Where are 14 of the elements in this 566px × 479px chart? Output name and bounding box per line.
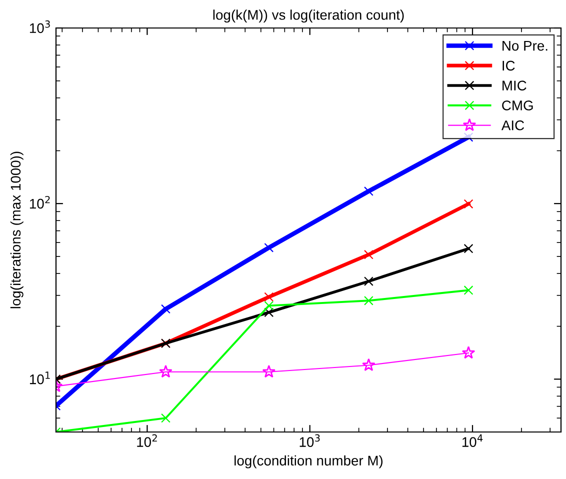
x-tick-label: 10$^{4}$	[462, 434, 483, 447]
x-tick-label: 10$^{3}$	[300, 434, 320, 447]
x-tick-label: 10$^{2}$	[137, 434, 157, 447]
legend-label: AIC	[501, 120, 524, 130]
legend-label: No Pre.	[502, 41, 548, 51]
y-tick-label: 10$^{2}$	[30, 196, 50, 209]
x-axis-title: log(condition number M)	[234, 455, 383, 468]
y-tick-label: 10$^{3}$	[30, 20, 50, 34]
legend-label: MIC	[502, 80, 526, 90]
legend-label: IC	[502, 60, 515, 71]
y-tick-label: 10$^{1}$	[30, 372, 50, 384]
y-axis-title: log(iterations (max 1000))	[10, 152, 24, 308]
legend-label: CMG	[502, 100, 533, 110]
chart-title: log(k(M)) vs log(iteration count)	[213, 10, 404, 23]
